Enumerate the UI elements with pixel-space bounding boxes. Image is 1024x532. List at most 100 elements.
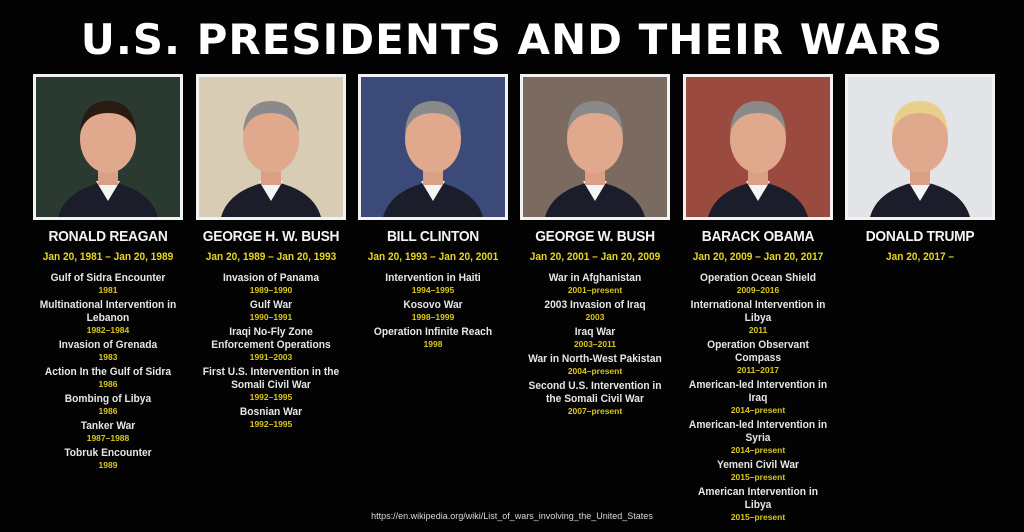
term-dates: Jan 20, 2017 –: [885, 251, 955, 263]
war-name: International Intervention in Libya: [690, 299, 826, 324]
war-item: Invasion of Panama 1989–1990: [190, 272, 352, 295]
wars-list: Invasion of Panama 1989–1990 Gulf War 19…: [190, 272, 352, 429]
war-name: Second U.S. Intervention in the Somali C…: [528, 380, 662, 405]
war-name: Invasion of Panama: [222, 272, 320, 284]
wars-list: Intervention in Haiti 1994–1995 Kosovo W…: [352, 272, 514, 349]
war-item: Operation Observant Compass 2011–2017: [677, 339, 839, 375]
war-item: Intervention in Haiti 1994–1995: [352, 272, 514, 295]
war-name: Operation Observant Compass: [707, 339, 809, 364]
war-item: Gulf of Sidra Encounter 1981: [27, 272, 189, 295]
war-name: Bosnian War: [239, 406, 303, 418]
wars-list: War in Afghanistan 2001–present 2003 Inv…: [514, 272, 676, 416]
war-item: International Intervention in Libya 2011: [677, 299, 839, 335]
war-name: First U.S. Intervention in the Somali Ci…: [202, 366, 340, 391]
war-name: Tobruk Encounter: [64, 447, 152, 459]
war-name: Intervention in Haiti: [385, 272, 481, 284]
term-dates: Jan 20, 1989 – Jan 20, 1993: [205, 251, 337, 263]
portrait-image: [870, 101, 970, 217]
war-item: Tanker War 1987–1988: [27, 420, 189, 443]
term-dates: Jan 20, 1981 – Jan 20, 1989: [42, 251, 174, 263]
war-name: American Intervention in Libya: [698, 486, 818, 511]
portrait-image: [545, 101, 645, 217]
president-column: RONALD REAGAN Jan 20, 1981 – Jan 20, 198…: [27, 74, 189, 474]
portrait-image: [221, 101, 321, 217]
war-years: 2007–present: [567, 406, 623, 416]
war-name: Operation Infinite Reach: [373, 326, 493, 338]
war-name: Bombing of Libya: [64, 393, 152, 405]
president-name: DONALD TRUMP: [865, 228, 975, 245]
war-item: Tobruk Encounter 1989: [27, 447, 189, 470]
war-name: War in North-West Pakistan: [528, 353, 662, 365]
war-years: 2003: [585, 312, 605, 322]
president-name: GEORGE H. W. BUSH: [202, 228, 340, 245]
war-item: Multinational Intervention in Lebanon 19…: [27, 299, 189, 335]
war-years: 2011–2017: [736, 365, 780, 375]
war-item: Second U.S. Intervention in the Somali C…: [514, 380, 676, 416]
war-item: Action In the Gulf of Sidra 1986: [27, 366, 189, 389]
war-years: 1983: [98, 352, 118, 362]
war-name: American-led Intervention in Syria: [688, 419, 828, 444]
war-item: American Intervention in Libya 2015–pres…: [677, 486, 839, 522]
war-years: 2015–present: [730, 472, 786, 482]
source-url: https://en.wikipedia.org/wiki/List_of_wa…: [371, 511, 653, 521]
war-name: American-led Intervention in Iraq: [688, 379, 828, 404]
war-name: Iraqi No-Fly Zone Enforcement Operations: [211, 326, 331, 351]
president-portrait: [845, 74, 995, 220]
portrait-image: [58, 101, 158, 217]
war-item: Bombing of Libya 1986: [27, 393, 189, 416]
portrait-image: [383, 101, 483, 217]
war-years: 1981: [98, 285, 118, 295]
war-years: 2001–present: [567, 285, 623, 295]
war-years: 1982–1984: [86, 325, 130, 335]
war-name: Gulf of Sidra Encounter: [50, 272, 166, 284]
president-portrait: [33, 74, 183, 220]
war-item: War in Afghanistan 2001–present: [514, 272, 676, 295]
war-name: Tanker War: [80, 420, 136, 432]
war-item: First U.S. Intervention in the Somali Ci…: [190, 366, 352, 402]
president-name: GEORGE W. BUSH: [535, 228, 655, 245]
president-column: GEORGE H. W. BUSH Jan 20, 1989 – Jan 20,…: [190, 74, 352, 433]
war-item: American-led Intervention in Iraq 2014–p…: [677, 379, 839, 415]
war-item: Operation Ocean Shield 2009–2016: [677, 272, 839, 295]
war-name: Operation Ocean Shield: [700, 272, 816, 284]
president-column: GEORGE W. BUSH Jan 20, 2001 – Jan 20, 20…: [514, 74, 676, 420]
war-item: Gulf War 1990–1991: [190, 299, 352, 322]
war-item: Iraq War 2003–2011: [514, 326, 676, 349]
war-item: Yemeni Civil War 2015–present: [677, 459, 839, 482]
war-years: 1992–1995: [249, 392, 293, 402]
war-years: 1989–1990: [249, 285, 293, 295]
president-portrait: [520, 74, 670, 220]
war-years: 1986: [98, 379, 118, 389]
president-portrait: [196, 74, 346, 220]
president-portrait: [683, 74, 833, 220]
president-name: RONALD REAGAN: [48, 228, 168, 245]
war-years: 2003–2011: [573, 339, 617, 349]
war-item: Iraqi No-Fly Zone Enforcement Operations…: [190, 326, 352, 362]
war-item: Invasion of Grenada 1983: [27, 339, 189, 362]
war-name: Yemeni Civil War: [716, 459, 800, 471]
war-years: 1998: [423, 339, 443, 349]
war-item: Operation Infinite Reach 1998: [352, 326, 514, 349]
war-item: Bosnian War 1992–1995: [190, 406, 352, 429]
war-item: War in North-West Pakistan 2004–present: [514, 353, 676, 376]
war-item: 2003 Invasion of Iraq 2003: [514, 299, 676, 322]
war-years: 1990–1991: [249, 312, 293, 322]
term-dates: Jan 20, 2001 – Jan 20, 2009: [529, 251, 661, 263]
president-column: BARACK OBAMA Jan 20, 2009 – Jan 20, 2017…: [677, 74, 839, 526]
war-name: Multinational Intervention in Lebanon: [39, 299, 177, 324]
war-years: 2011: [748, 325, 768, 335]
war-years: 2014–present: [730, 405, 786, 415]
war-years: 2004–present: [567, 366, 623, 376]
president-portrait: [358, 74, 508, 220]
war-name: Gulf War: [249, 299, 293, 311]
wars-list: Operation Ocean Shield 2009–2016 Interna…: [677, 272, 839, 522]
president-name: BILL CLINTON: [386, 228, 479, 245]
war-years: 1994–1995: [411, 285, 455, 295]
war-years: 2014–present: [730, 445, 786, 455]
president-column: BILL CLINTON Jan 20, 1993 – Jan 20, 2001…: [352, 74, 514, 353]
war-name: Iraq War: [574, 326, 616, 338]
war-years: 1987–1988: [86, 433, 130, 443]
president-column: DONALD TRUMP Jan 20, 2017 –: [839, 74, 1001, 272]
term-dates: Jan 20, 1993 – Jan 20, 2001: [367, 251, 499, 263]
war-name: 2003 Invasion of Iraq: [544, 299, 646, 311]
